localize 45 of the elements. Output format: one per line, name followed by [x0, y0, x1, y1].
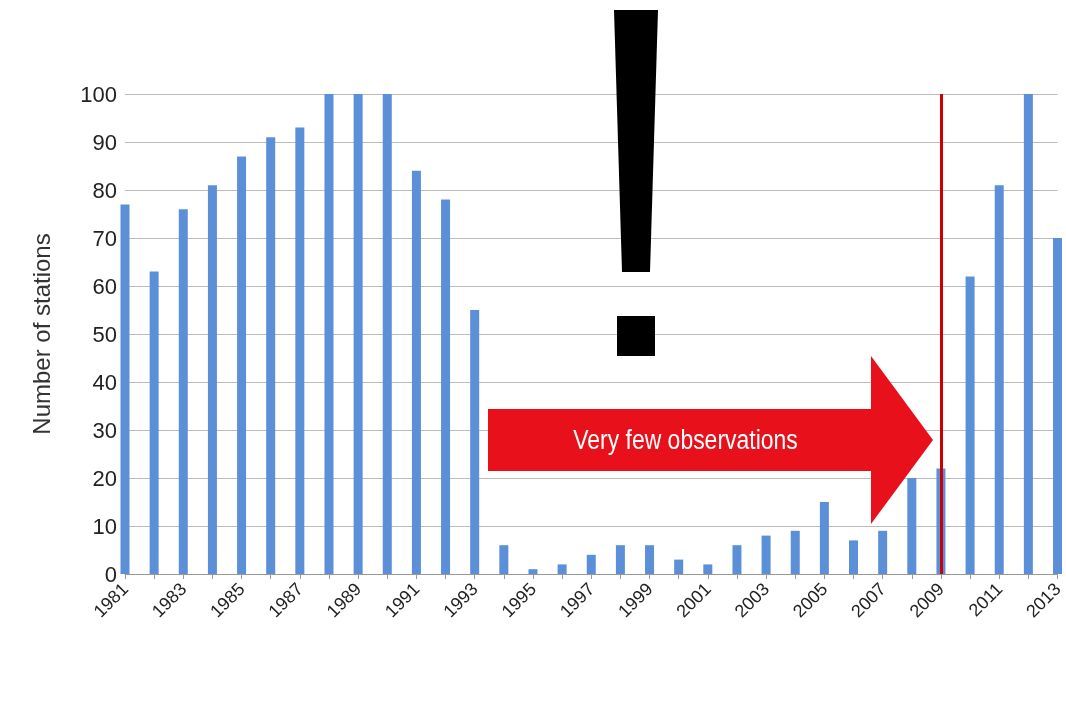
bar [237, 156, 247, 574]
y-tick-label: 60 [92, 273, 117, 299]
bar [674, 559, 684, 574]
bar [411, 170, 421, 574]
bar [790, 530, 800, 574]
bar [266, 137, 276, 574]
y-tick-label: 90 [92, 129, 117, 155]
y-tick-label: 30 [92, 417, 117, 443]
bar [761, 535, 771, 574]
bar [878, 530, 888, 574]
bar [732, 545, 742, 574]
bar [849, 540, 859, 574]
bar [499, 545, 509, 574]
bar [645, 545, 655, 574]
bar [207, 185, 217, 574]
annotation: Very few observations [572, 424, 799, 456]
bar [586, 554, 596, 574]
bar [295, 127, 305, 574]
bar [557, 564, 567, 574]
bar [1053, 238, 1063, 574]
y-tick-label: 40 [92, 369, 117, 395]
y-tick-label: 10 [92, 513, 117, 539]
y-tick-label: 50 [92, 321, 117, 347]
y-tick-label: 0 [104, 561, 117, 587]
bar [528, 569, 538, 574]
bar [994, 185, 1004, 574]
bar [703, 564, 713, 574]
y-tick-label: 100 [80, 81, 117, 107]
y-tick-label: 20 [92, 465, 117, 491]
bar [965, 276, 975, 574]
bar [1023, 94, 1033, 574]
bar [353, 94, 363, 574]
bar [615, 545, 625, 574]
bar [907, 478, 917, 574]
bar [382, 94, 392, 574]
y-axis-title: Number of stations [27, 233, 55, 435]
bar [178, 209, 188, 574]
bar [470, 310, 480, 574]
y-tick-label: 70 [92, 225, 117, 251]
bar [441, 199, 451, 574]
bar [324, 94, 334, 574]
bar [120, 204, 130, 574]
bar [149, 271, 159, 574]
bar [819, 502, 829, 574]
y-tick-label: 80 [92, 177, 117, 203]
